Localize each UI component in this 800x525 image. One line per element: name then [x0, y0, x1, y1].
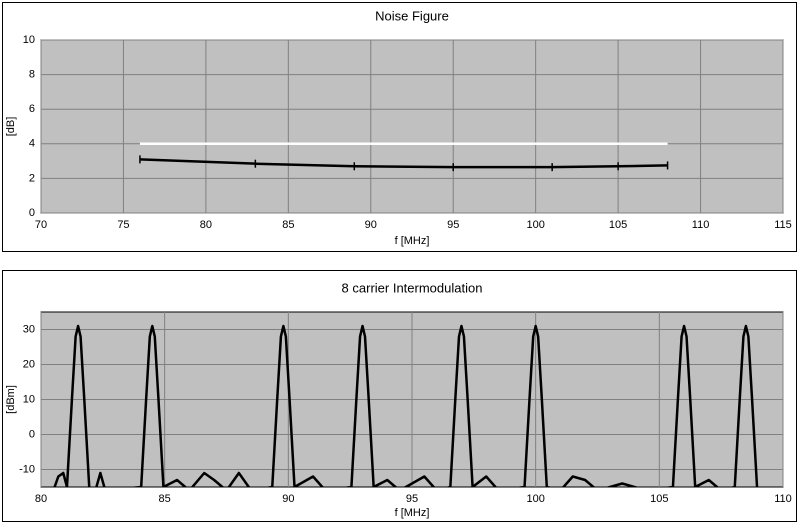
y-tick-label: 0 — [29, 428, 35, 440]
x-tick-label: 105 — [609, 219, 627, 231]
x-tick-label: 80 — [35, 493, 47, 505]
y-tick-label: 0 — [29, 207, 35, 219]
x-tick-label: 105 — [650, 493, 668, 505]
x-tick-label: 70 — [35, 219, 47, 231]
y-axis-label: [dB] — [5, 117, 17, 137]
panel-frame — [2, 2, 797, 252]
y-tick-label: 10 — [23, 393, 35, 405]
y-tick-label: 6 — [29, 103, 35, 115]
y-tick-label: 8 — [29, 69, 35, 81]
y-tick-label: 20 — [23, 358, 35, 370]
x-tick-label: 85 — [282, 219, 294, 231]
x-tick-label: 90 — [282, 493, 294, 505]
plot-area — [40, 39, 784, 214]
chart-title: Noise Figure — [375, 8, 449, 23]
series-line — [53, 324, 761, 487]
y-tick-label: 10 — [23, 34, 35, 46]
y-tick-label: 30 — [23, 323, 35, 335]
x-tick-label: 100 — [526, 493, 544, 505]
x-tick-label: 80 — [200, 219, 212, 231]
x-tick-label: 85 — [159, 493, 171, 505]
y-axis-label: [dBm] — [5, 385, 17, 414]
x-axis-label: f [MHz] — [395, 235, 430, 247]
y-tick-label: 4 — [29, 138, 35, 150]
x-tick-label: 110 — [774, 493, 792, 505]
x-tick-label: 90 — [365, 219, 377, 231]
x-tick-label: 115 — [774, 219, 792, 231]
series-group — [139, 142, 669, 172]
chart-title: 8 carrier Intermodulation — [342, 280, 483, 295]
x-tick-label: 110 — [692, 219, 710, 231]
y-tick-label: 2 — [29, 172, 35, 184]
panel-frame — [2, 270, 797, 522]
x-tick-label: 75 — [117, 219, 129, 231]
x-tick-label: 100 — [526, 219, 544, 231]
series-group — [53, 324, 761, 487]
x-axis-label: f [MHz] — [395, 507, 430, 519]
x-tick-label: 95 — [406, 493, 418, 505]
y-tick-label: -10 — [19, 463, 35, 475]
x-tick-label: 95 — [447, 219, 459, 231]
